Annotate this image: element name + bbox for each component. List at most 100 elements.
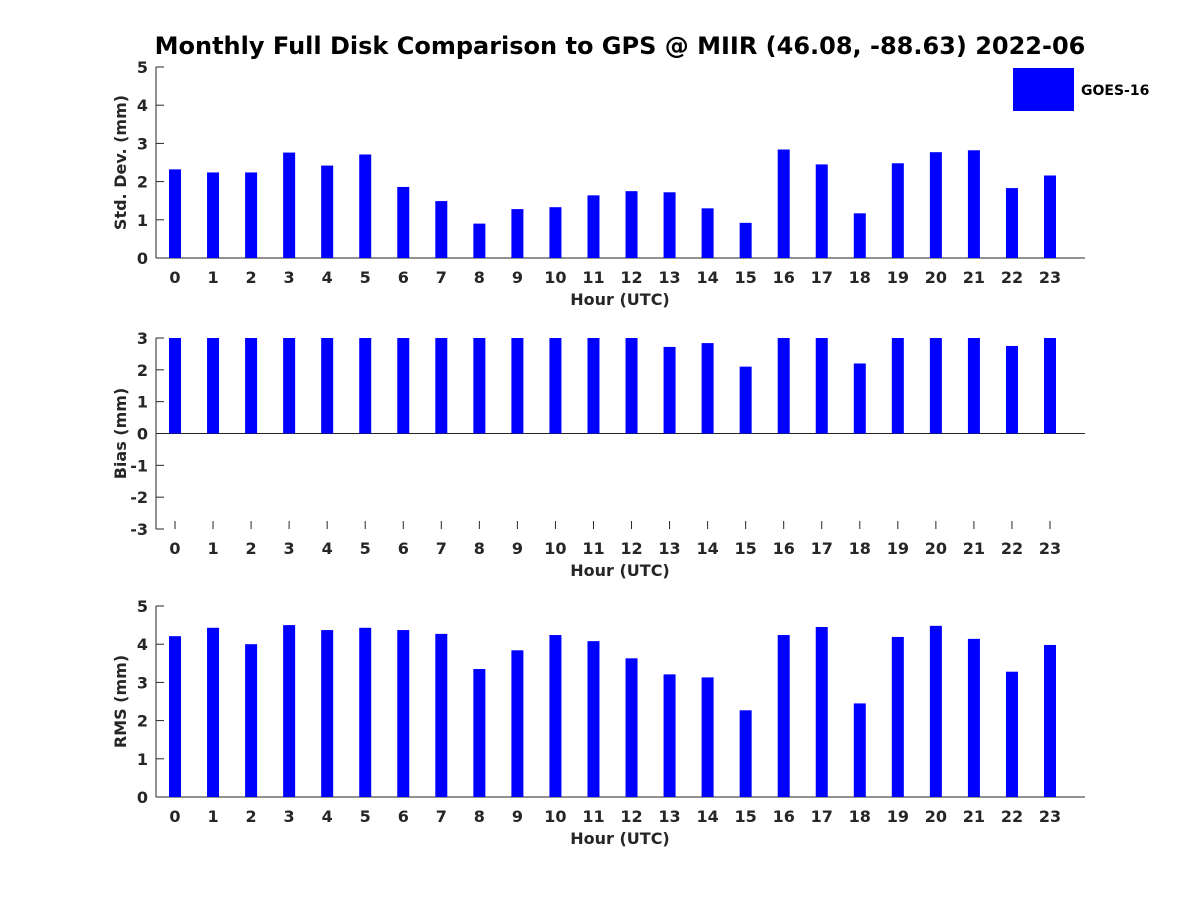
y-tick-label: 1 [137, 393, 148, 412]
x-tick-label: 23 [1039, 807, 1061, 826]
bar [587, 195, 600, 258]
bar [587, 338, 600, 434]
x-tick-label: 7 [436, 268, 447, 287]
y-tick-label: 2 [137, 712, 148, 731]
bar [1005, 345, 1018, 434]
x-tick-label: 1 [207, 539, 218, 558]
x-tick-label: 1 [207, 268, 218, 287]
bar [663, 674, 676, 797]
x-tick-label: 14 [696, 268, 718, 287]
bar [397, 186, 410, 258]
x-tick-label: 15 [735, 268, 757, 287]
bar [283, 338, 296, 434]
bar [511, 209, 524, 258]
bar [587, 641, 600, 797]
x-tick-label: 12 [620, 539, 642, 558]
bar [473, 338, 486, 434]
bar [359, 154, 372, 258]
x-tick-label: 10 [544, 268, 566, 287]
bar [663, 192, 676, 258]
y-tick-label: 5 [137, 597, 148, 616]
x-tick-label: 4 [322, 807, 333, 826]
bar [283, 625, 296, 797]
bar [207, 172, 220, 258]
bar [549, 635, 562, 797]
y-tick-label: 0 [137, 425, 148, 444]
x-tick-label: 15 [735, 539, 757, 558]
bar [777, 635, 790, 797]
x-tick-label: 14 [696, 539, 718, 558]
bar [435, 201, 448, 258]
x-tick-label: 11 [582, 807, 604, 826]
x-tick-label: 6 [398, 807, 409, 826]
x-tick-label: 16 [773, 807, 795, 826]
x-tick-label: 17 [811, 807, 833, 826]
bar [473, 223, 486, 258]
bar [397, 630, 410, 797]
x-tick-label: 21 [963, 268, 985, 287]
x-tick-label: 21 [963, 807, 985, 826]
bar [245, 338, 258, 434]
x-tick-label: 22 [1001, 807, 1023, 826]
x-tick-label: 8 [474, 268, 485, 287]
bar [1005, 188, 1018, 258]
x-tick-label: 0 [169, 268, 180, 287]
x-tick-label: 7 [436, 807, 447, 826]
x-tick-label: 11 [582, 539, 604, 558]
legend-swatch [1013, 68, 1074, 111]
bar [1044, 338, 1056, 434]
bar [815, 627, 828, 797]
bar [853, 363, 866, 434]
x-tick-label: 2 [246, 807, 257, 826]
y-tick-label: 1 [137, 211, 148, 230]
chart-title: Monthly Full Disk Comparison to GPS @ MI… [155, 32, 1086, 60]
x-tick-label: 3 [284, 807, 295, 826]
x-tick-label: 14 [696, 807, 718, 826]
bar [1005, 671, 1018, 797]
bar [1044, 644, 1056, 797]
bar [891, 338, 904, 434]
bar [283, 152, 296, 258]
x-tick-label: 17 [811, 539, 833, 558]
x-tick-label: 6 [398, 268, 409, 287]
x-tick-label: 17 [811, 268, 833, 287]
bar [169, 169, 181, 258]
x-tick-label: 4 [322, 539, 333, 558]
bar [511, 650, 524, 797]
bar [511, 338, 524, 434]
bar [549, 338, 562, 434]
x-tick-label: 5 [360, 807, 371, 826]
x-axis-label: Hour (UTC) [570, 561, 670, 580]
bar [625, 338, 638, 434]
y-tick-label: 4 [137, 96, 148, 115]
x-tick-label: 12 [620, 268, 642, 287]
bar [435, 633, 448, 797]
x-tick-label: 16 [773, 539, 795, 558]
y-tick-label: 1 [137, 750, 148, 769]
x-tick-label: 10 [544, 539, 566, 558]
x-tick-label: 13 [658, 539, 680, 558]
x-tick-label: 18 [849, 807, 871, 826]
x-tick-label: 21 [963, 539, 985, 558]
x-tick-label: 8 [474, 539, 485, 558]
bar [321, 338, 334, 434]
x-tick-label: 6 [398, 539, 409, 558]
bar [777, 149, 790, 258]
y-tick-label: 3 [137, 134, 148, 153]
x-tick-label: 19 [887, 539, 909, 558]
bar [929, 152, 942, 258]
bar [625, 191, 638, 258]
bar [929, 338, 942, 434]
bar [1044, 175, 1056, 258]
x-axis-label: Hour (UTC) [570, 290, 670, 309]
y-tick-label: 4 [137, 635, 148, 654]
x-tick-label: 18 [849, 539, 871, 558]
y-tick-label: -1 [130, 456, 148, 475]
x-tick-label: 19 [887, 807, 909, 826]
bar [359, 338, 372, 434]
x-tick-label: 23 [1039, 539, 1061, 558]
x-tick-label: 12 [620, 807, 642, 826]
y-tick-label: 5 [137, 58, 148, 77]
